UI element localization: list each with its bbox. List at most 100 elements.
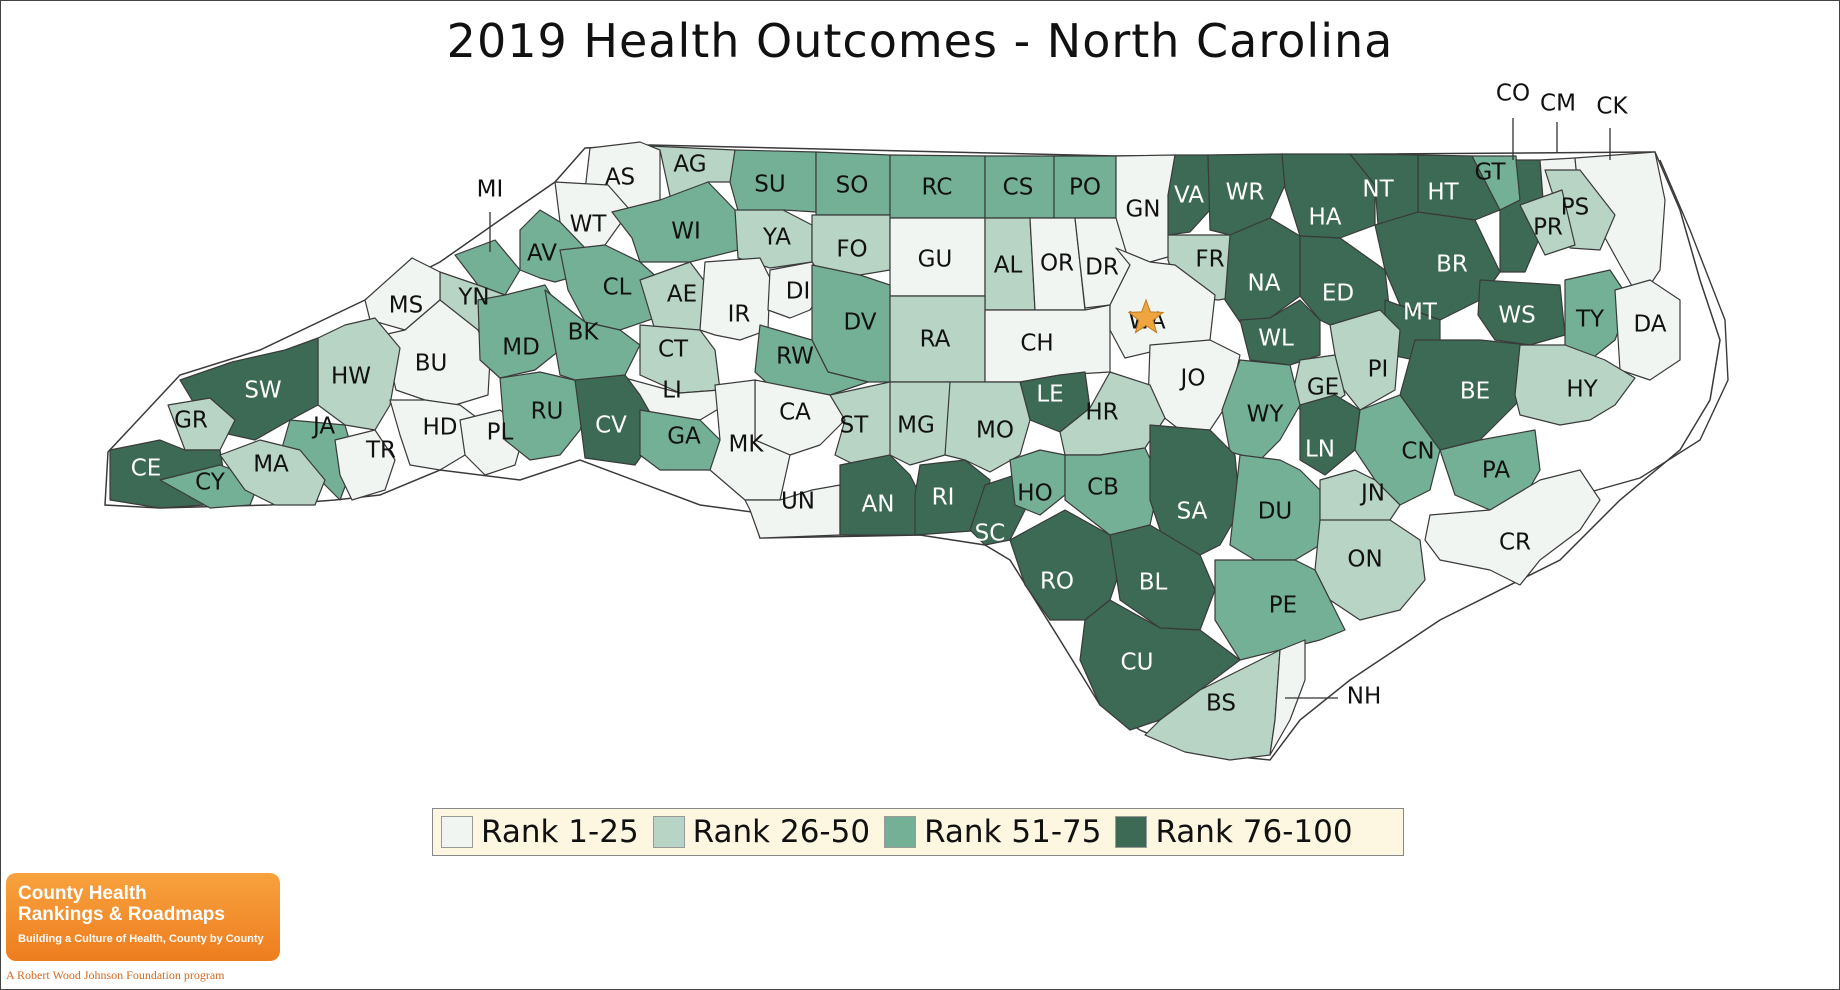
county-label-cm: CM xyxy=(1540,91,1576,117)
county-label-an: AN xyxy=(862,492,895,518)
county-label-di: DI xyxy=(786,279,811,305)
county-rw[interactable] xyxy=(754,324,869,396)
county-label-hy: HY xyxy=(1566,377,1598,403)
logo-title: County Health Rankings & Roadmaps xyxy=(18,883,225,925)
county-hy[interactable] xyxy=(1514,344,1636,426)
county-label-ty: TY xyxy=(1575,307,1605,333)
legend-swatch-tier4 xyxy=(1115,816,1148,848)
county-label-wy: WY xyxy=(1247,402,1285,428)
county-mo[interactable] xyxy=(944,381,1031,473)
county-label-ja: JA xyxy=(311,414,335,440)
county-label-cr: CR xyxy=(1499,530,1531,556)
county-label-le: LE xyxy=(1036,382,1063,408)
county-label-be: BE xyxy=(1460,379,1490,405)
legend-label-tier3: Rank 51-75 xyxy=(924,814,1102,850)
county-label-mk: MK xyxy=(729,432,765,458)
legend-swatch-tier3 xyxy=(884,816,917,848)
county-label-ha: HA xyxy=(1308,205,1341,231)
county-ma[interactable] xyxy=(219,439,326,506)
county-label-cy: CY xyxy=(195,470,226,496)
county-label-pi: PI xyxy=(1368,357,1389,383)
county-label-br: BR xyxy=(1436,252,1468,278)
county-sa[interactable] xyxy=(1149,424,1241,556)
legend: Rank 1-25 Rank 26-50 Rank 51-75 Rank 76-… xyxy=(432,808,1404,856)
legend-swatch-tier1 xyxy=(441,816,473,848)
county-mi[interactable] xyxy=(454,239,521,296)
county-label-cu: CU xyxy=(1121,650,1154,676)
legend-item-tier3: Rank 51-75 xyxy=(884,814,1101,850)
county-pe[interactable] xyxy=(1214,559,1346,661)
county-ir[interactable] xyxy=(699,257,771,341)
county-label-po: PO xyxy=(1069,175,1101,201)
county-label-mo: MO xyxy=(976,418,1014,444)
county-label-da: DA xyxy=(1633,312,1666,338)
county-label-al: AL xyxy=(994,253,1023,279)
county-label-bu: BU xyxy=(415,351,448,377)
county-label-ri: RI xyxy=(932,485,955,511)
county-label-gr: GR xyxy=(174,408,208,434)
county-label-sw: SW xyxy=(244,378,281,404)
county-label-ce: CE xyxy=(131,456,162,482)
county-ru[interactable] xyxy=(499,371,596,461)
county-label-ck: CK xyxy=(1596,94,1628,120)
county-label-gn: GN xyxy=(1125,197,1160,223)
county-pr[interactable] xyxy=(1519,189,1576,256)
legend-label-tier1: Rank 1-25 xyxy=(481,814,639,850)
page-title: 2019 Health Outcomes - North Carolina xyxy=(446,14,1394,68)
county-hw[interactable] xyxy=(317,317,401,431)
county-label-ya: YA xyxy=(762,225,791,251)
county-label-dv: DV xyxy=(843,310,876,336)
county-label-cb: CB xyxy=(1087,475,1119,501)
county-cn[interactable] xyxy=(1354,394,1441,506)
county-label-ru: RU xyxy=(531,399,564,425)
leader-lines xyxy=(489,118,1611,699)
county-label-ga: GA xyxy=(667,424,701,450)
county-label-fo: FO xyxy=(836,237,867,263)
county-bk[interactable] xyxy=(544,289,641,386)
county-label-va: VA xyxy=(1174,183,1204,209)
county-label-mt: MT xyxy=(1403,300,1438,326)
county-label-av: AV xyxy=(527,241,557,267)
county-tr[interactable] xyxy=(334,429,396,501)
county-bl[interactable] xyxy=(1109,524,1216,631)
county-label-cv: CV xyxy=(595,413,627,439)
county-label-jn: JN xyxy=(1359,481,1385,507)
county-label-sc: SC xyxy=(975,521,1006,547)
county-label-ra: RA xyxy=(920,327,951,353)
county-label-ho: HO xyxy=(1017,481,1052,507)
county-wl[interactable] xyxy=(1239,299,1321,366)
county-wy[interactable] xyxy=(1221,359,1301,461)
county-bu[interactable] xyxy=(382,299,491,406)
county-label-co: CO xyxy=(1496,81,1530,107)
county-label-ed: ED xyxy=(1322,281,1354,307)
county-label-hr: HR xyxy=(1085,400,1118,426)
logo-subtitle: A Robert Wood Johnson Foundation program xyxy=(6,968,225,982)
county-label-ge: GE xyxy=(1307,375,1339,401)
logo-tagline: Building a Culture of Health, County by … xyxy=(18,933,264,945)
county-label-ma: MA xyxy=(253,452,289,478)
county-na[interactable] xyxy=(1224,217,1301,323)
county-label-rw: RW xyxy=(776,344,814,370)
county-label-wr: WR xyxy=(1226,180,1265,206)
legend-item-tier1: Rank 1-25 xyxy=(441,814,639,850)
county-label-so: SO xyxy=(836,173,869,199)
legend-label-tier2: Rank 26-50 xyxy=(692,814,871,850)
county-label-ro: RO xyxy=(1040,569,1074,595)
star-layer xyxy=(1127,298,1165,334)
county-label-sa: SA xyxy=(1177,499,1208,525)
county-label-cl: CL xyxy=(603,275,632,301)
county-label-ae: AE xyxy=(667,282,697,308)
county-label-wl: WL xyxy=(1258,326,1294,352)
county-cr[interactable] xyxy=(1424,469,1601,586)
county-label-st: ST xyxy=(840,413,870,439)
legend-item-tier4: Rank 76-100 xyxy=(1115,814,1353,850)
county-health-rankings-logo[interactable]: County Health Rankings & Roadmaps Buildi… xyxy=(6,873,280,961)
county-gr[interactable] xyxy=(167,397,236,451)
county-label-li: LI xyxy=(662,378,682,404)
county-label-pr: PR xyxy=(1533,215,1563,241)
county-label-tr: TR xyxy=(365,438,396,464)
county-label-hw: HW xyxy=(331,364,371,390)
county-label-nh: NH xyxy=(1347,684,1382,710)
